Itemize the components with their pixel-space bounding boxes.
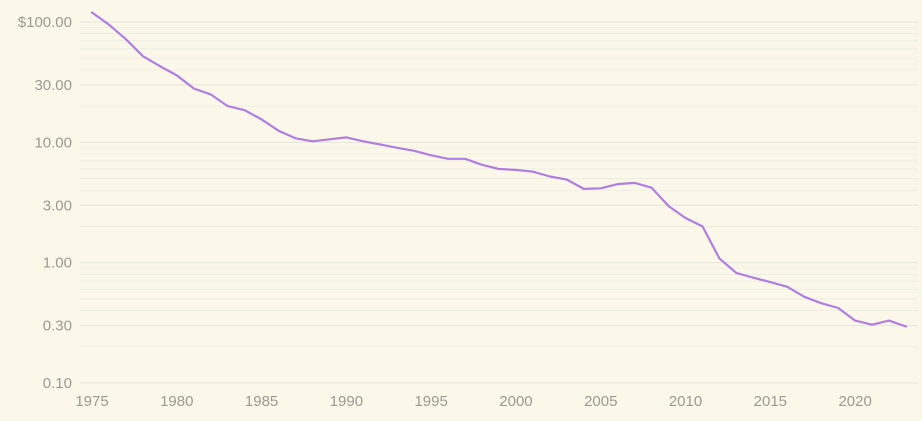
x-tick-label: 1985 — [245, 393, 278, 410]
x-axis-tick-labels: 1975 1980 1985 1990 1995 2000 2005 2010 2015 2020 — [75, 393, 872, 410]
x-tick-label: 2000 — [499, 393, 532, 410]
x-tick-label: 1990 — [330, 393, 363, 410]
x-tick-label: 1980 — [160, 393, 193, 410]
x-tick-label: 2005 — [584, 393, 617, 410]
y-tick-label: 3.00 — [43, 197, 72, 214]
y-tick-label: 0.30 — [43, 318, 72, 335]
y-tick-label: 1.00 — [43, 255, 72, 272]
y-tick-label: 0.10 — [43, 375, 72, 392]
x-tick-label: 2015 — [754, 393, 787, 410]
y-axis-tick-labels: $100.00 30.00 10.00 3.00 1.00 0.30 0.10 — [18, 14, 72, 392]
y-tick-label: $100.00 — [18, 14, 72, 31]
y-tick-label: 10.00 — [34, 134, 72, 151]
series-line — [90, 11, 908, 328]
y-tick-label: 30.00 — [34, 77, 72, 94]
x-tick-label: 2010 — [669, 393, 702, 410]
series-layer — [90, 11, 908, 328]
x-tick-label: 2020 — [838, 393, 871, 410]
x-tick-label: 1975 — [75, 393, 108, 410]
x-tick-label: 1995 — [414, 393, 447, 410]
grid-lines — [80, 21, 918, 384]
